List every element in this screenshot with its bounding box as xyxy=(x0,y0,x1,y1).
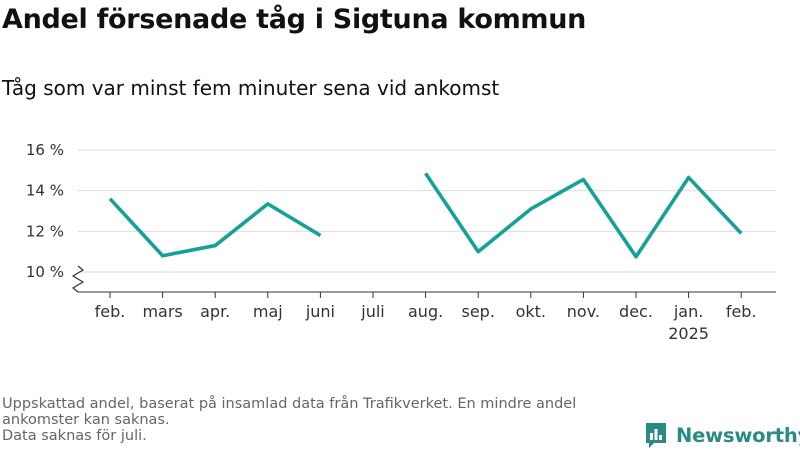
x-tick-label: feb. xyxy=(726,302,757,321)
x-tick-label: jan. xyxy=(673,302,703,321)
footnote-line-1: Uppskattad andel, baserat på insamlad da… xyxy=(2,396,577,428)
series-line-segment xyxy=(424,172,743,259)
bar-chart-speech-icon xyxy=(646,423,666,448)
x-tick-label: apr. xyxy=(200,302,230,321)
x-tick-label: sep. xyxy=(461,302,494,321)
footnote: Uppskattad andel, baserat på insamlad da… xyxy=(2,396,632,444)
chart-title: Andel försenade tåg i Sigtuna kommun xyxy=(2,4,587,35)
x-tick-label: nov. xyxy=(567,302,600,321)
logo-text: Newsworthy xyxy=(676,423,800,447)
footnote-line-2: Data saknas för juli. xyxy=(2,428,147,444)
y-tick-label: 14 % xyxy=(26,182,64,200)
x-tick-label: dec. xyxy=(619,302,653,321)
x-tick-label: juli xyxy=(360,302,384,321)
x-tick-label: mars xyxy=(142,302,182,321)
chart-subtitle: Tåg som var minst fem minuter sena vid a… xyxy=(2,76,500,100)
x-tick-label: maj xyxy=(253,302,283,321)
x-tick-label: feb. xyxy=(95,302,126,321)
y-tick-label: 10 % xyxy=(26,263,64,281)
line-chart: 10 % 12 % 14 % 16 % feb. mars apr. maj juni juli a… xyxy=(26,141,776,343)
axis-break-icon xyxy=(71,265,85,293)
x-tick-sublabel: 2025 xyxy=(668,324,709,343)
x-tick-label: okt. xyxy=(516,302,546,321)
series-line-segment xyxy=(108,197,322,258)
x-tick-label: juni xyxy=(305,302,335,321)
newsworthy-logo: Newsworthy xyxy=(644,420,800,450)
x-tick-label: aug. xyxy=(408,302,443,321)
y-tick-label: 12 % xyxy=(26,222,64,240)
y-tick-label: 16 % xyxy=(26,141,64,159)
